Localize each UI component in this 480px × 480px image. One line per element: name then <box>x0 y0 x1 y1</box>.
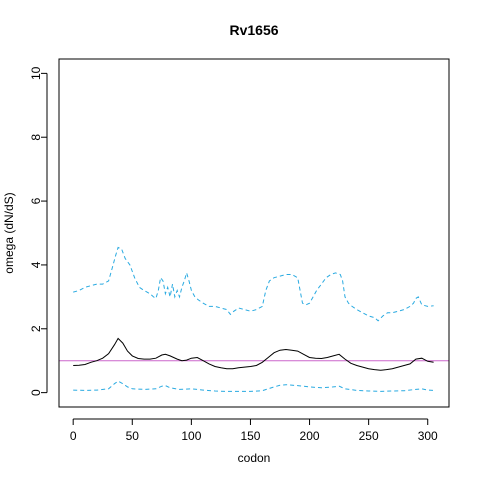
chart-title: Rv1656 <box>229 22 278 38</box>
x-axis-label: codon <box>238 451 271 465</box>
x-tick-label: 0 <box>70 429 77 443</box>
series-line-estimate <box>73 337 434 371</box>
series-layer <box>73 246 434 392</box>
x-tick-label: 250 <box>359 429 379 443</box>
series-line-upper-bound <box>73 246 434 322</box>
x-tick-label: 150 <box>240 429 260 443</box>
y-axis-label: omega (dN/dS) <box>2 192 16 273</box>
y-tick-label: 2 <box>29 325 43 332</box>
y-tick-label: 0 <box>29 389 43 396</box>
y-axis: 0 2 4 6 8 10 <box>29 66 48 396</box>
y-tick-label: 10 <box>29 66 43 80</box>
x-axis: 0 50 100 150 200 250 300 <box>70 418 438 443</box>
x-tick-label: 50 <box>126 429 140 443</box>
y-tick-label: 8 <box>29 134 43 141</box>
y-tick-label: 6 <box>29 197 43 204</box>
series-line-lower-bound <box>73 380 434 392</box>
y-tick-label: 4 <box>29 261 43 268</box>
x-tick-label: 100 <box>181 429 201 443</box>
plot-frame <box>58 58 450 408</box>
x-tick-label: 200 <box>300 429 320 443</box>
x-tick-label: 300 <box>418 429 438 443</box>
